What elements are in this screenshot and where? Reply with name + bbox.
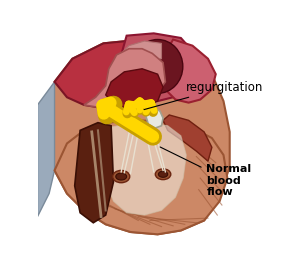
Polygon shape [121,33,193,101]
Polygon shape [106,69,163,109]
Polygon shape [75,123,113,223]
Polygon shape [102,123,186,215]
Polygon shape [121,41,161,64]
Ellipse shape [132,39,183,93]
Polygon shape [119,109,137,129]
Polygon shape [146,107,163,128]
Ellipse shape [113,170,130,183]
Polygon shape [55,120,227,234]
Polygon shape [55,39,169,109]
Polygon shape [84,49,165,109]
Ellipse shape [116,173,127,180]
Text: regurgitation: regurgitation [144,81,264,110]
Polygon shape [49,39,230,234]
Polygon shape [161,39,216,103]
Ellipse shape [158,171,168,177]
Polygon shape [163,115,212,161]
Ellipse shape [155,169,171,180]
Polygon shape [38,82,55,217]
Text: Normal
blood
flow: Normal blood flow [160,147,252,197]
